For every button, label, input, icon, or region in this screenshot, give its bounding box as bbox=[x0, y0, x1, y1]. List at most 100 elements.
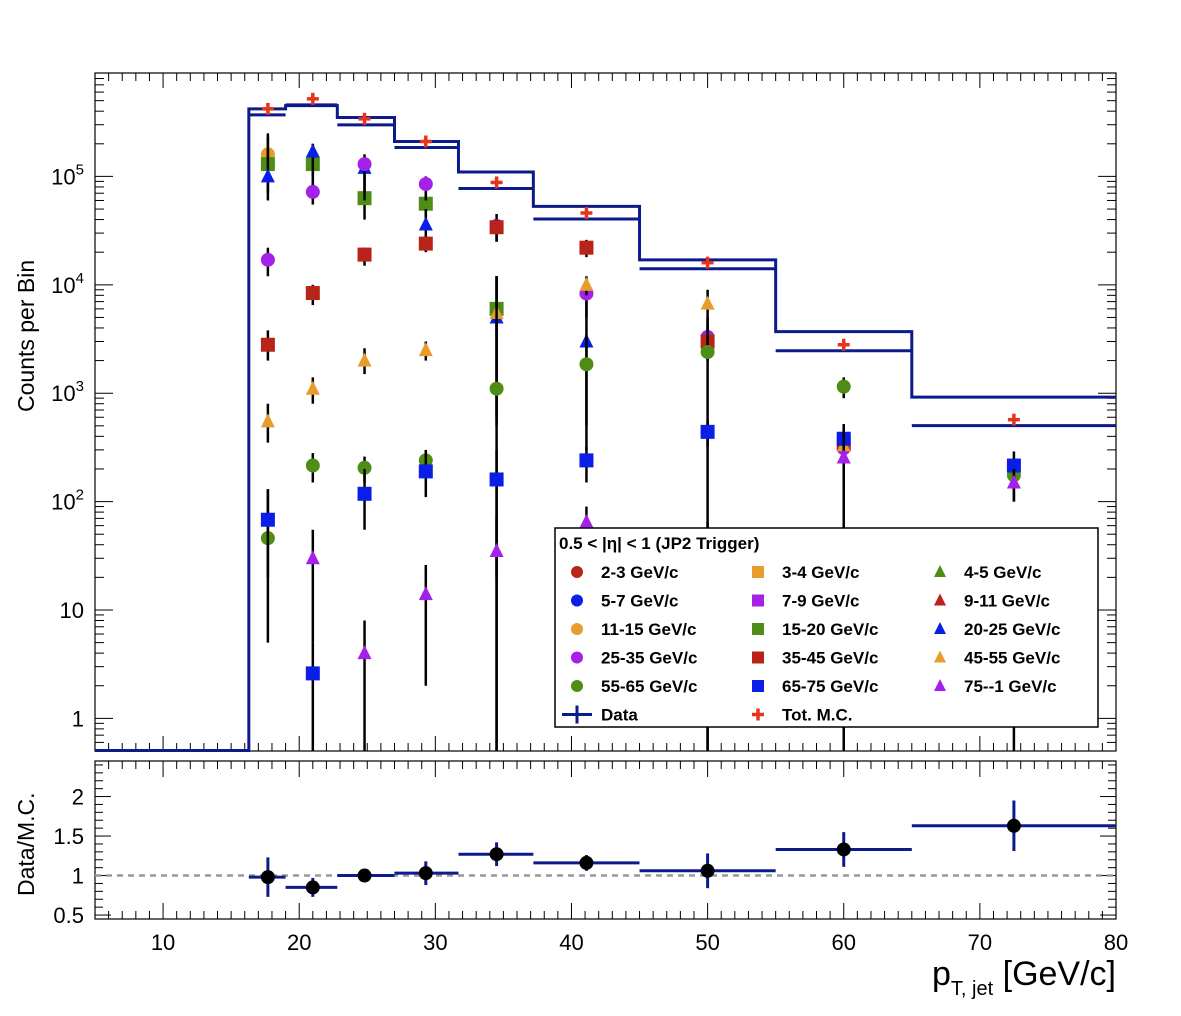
x-axis-title: pT, jet [GeV/c] bbox=[932, 955, 1116, 1000]
point-75-1-gev-c bbox=[579, 513, 594, 528]
legend-box bbox=[554, 527, 1099, 728]
point-20-25-gev-c bbox=[260, 168, 275, 183]
point-65-75-gev-c bbox=[260, 512, 275, 527]
legend-label-3-4-gev-c: 3-4 GeV/c bbox=[782, 563, 860, 582]
ratio-point bbox=[700, 863, 715, 878]
legend-entries: 2-3 GeV/c 3-4 GeV/c 4-5 GeV/c 5-7 GeV/c 7-9 … bbox=[562, 563, 1060, 725]
legend-marker-15-20-gev-c bbox=[752, 623, 764, 635]
ratio-point bbox=[1006, 818, 1021, 833]
ratio-point bbox=[357, 868, 372, 883]
point-25-35-gev-c bbox=[418, 177, 433, 192]
point-25-35-gev-c bbox=[357, 157, 372, 172]
legend-label-45-55-gev-c: 45-55 GeV/c bbox=[964, 649, 1060, 668]
x-tick-label: 40 bbox=[559, 930, 583, 955]
point-55-65-gev-c bbox=[305, 458, 320, 473]
legend-label-55-65-gev-c: 55-65 GeV/c bbox=[601, 677, 697, 696]
point-35-45-gev-c bbox=[305, 286, 320, 301]
point-65-75-gev-c bbox=[1006, 458, 1021, 473]
bottom-axis-ticks bbox=[95, 761, 1117, 919]
y-tick-label: 2 bbox=[72, 785, 84, 810]
legend-marker-5-7-gev-c bbox=[571, 594, 583, 607]
legend-label-4-5-gev-c: 4-5 GeV/c bbox=[964, 563, 1042, 582]
legend-label-data: Data bbox=[601, 706, 638, 725]
bottom-y-axis-title: Data/M.C. bbox=[13, 792, 39, 896]
point-45-55-gev-c bbox=[357, 352, 372, 367]
point-55-65-gev-c bbox=[357, 460, 372, 475]
legend-marker-75-1-gev-c bbox=[934, 679, 946, 691]
point-75-1-gev-c bbox=[1006, 474, 1021, 489]
point-25-35-gev-c bbox=[305, 184, 320, 199]
x-tick-label: 50 bbox=[695, 930, 719, 955]
legend-marker-9-11-gev-c bbox=[934, 593, 946, 606]
point-75-1-gev-c bbox=[489, 543, 504, 558]
x-tick-label: 10 bbox=[151, 930, 175, 955]
legend-marker-20-25-gev-c bbox=[934, 622, 946, 634]
ratio-points bbox=[248, 800, 1116, 897]
bottom-panel: 0.5 1 1.5 2 10 20 30 40 50 60 70 80 Data/M.C. pT, … bbox=[13, 760, 1128, 1000]
point-35-45-gev-c bbox=[260, 337, 275, 352]
legend-marker-35-45-gev-c bbox=[752, 651, 764, 664]
y-tick-label: 1 bbox=[72, 706, 84, 731]
legend-label-5-7-gev-c: 5-7 GeV/c bbox=[601, 592, 679, 611]
legend-title: 0.5 < |η| < 1 (JP2 Trigger) bbox=[559, 534, 759, 553]
y-tick-exponent: 5 bbox=[76, 161, 84, 178]
data-histogram-line bbox=[95, 104, 1116, 752]
point-25-35-gev-c bbox=[260, 252, 275, 267]
y-tick-label: 10 bbox=[60, 598, 84, 623]
legend-label-2-3-gev-c: 2-3 GeV/c bbox=[601, 563, 679, 582]
bottom-plot-frame bbox=[94, 760, 1117, 920]
point-35-45-gev-c bbox=[489, 220, 504, 235]
point-65-75-gev-c bbox=[357, 486, 372, 501]
point-55-65-gev-c bbox=[836, 379, 851, 394]
y-tick-exponent: 3 bbox=[76, 378, 84, 395]
top-plot-frame bbox=[94, 72, 1117, 752]
y-tick-exponent: 2 bbox=[76, 487, 84, 504]
point-35-45-gev-c bbox=[418, 236, 433, 251]
legend-marker-45-55-gev-c bbox=[934, 650, 946, 663]
legend-label-25-35-gev-c: 25-35 GeV/c bbox=[601, 649, 697, 668]
point-20-25-gev-c bbox=[305, 143, 320, 158]
point-65-75-gev-c bbox=[305, 666, 320, 681]
point-45-55-gev-c bbox=[305, 380, 320, 395]
legend-marker-7-9-gev-c bbox=[752, 594, 764, 607]
point-35-45-gev-c bbox=[579, 240, 594, 255]
point-65-75-gev-c bbox=[700, 424, 715, 439]
x-axis-title-units: [GeV/c] bbox=[993, 955, 1116, 993]
x-axis-title-subscript: T, jet bbox=[951, 978, 994, 1000]
x-tick-label: 80 bbox=[1104, 930, 1128, 955]
legend-marker-3-4-gev-c bbox=[752, 566, 764, 578]
point-20-25-gev-c bbox=[418, 216, 433, 231]
legend-label-15-20-gev-c: 15-20 GeV/c bbox=[782, 620, 878, 639]
legend-marker-65-75-gev-c bbox=[752, 680, 764, 692]
ratio-point bbox=[418, 866, 433, 881]
x-tick-label: 20 bbox=[287, 930, 311, 955]
top-y-axis-title: Counts per Bin bbox=[13, 260, 39, 412]
x-tick-label: 30 bbox=[423, 930, 447, 955]
legend-label-35-45-gev-c: 35-45 GeV/c bbox=[782, 649, 878, 668]
x-tick-label: 70 bbox=[968, 930, 992, 955]
ratio-point bbox=[305, 880, 320, 895]
point-45-55-gev-c bbox=[579, 276, 594, 291]
x-axis-title-main: p bbox=[932, 955, 951, 993]
ratio-point bbox=[260, 870, 275, 885]
legend-label-75-1-gev-c: 75--1 GeV/c bbox=[964, 677, 1057, 696]
mc-total-points bbox=[261, 92, 1020, 426]
point-75-1-gev-c bbox=[836, 449, 851, 464]
point-35-45-gev-c bbox=[357, 247, 372, 262]
point-75-1-gev-c bbox=[418, 586, 433, 601]
legend-label-65-75-gev-c: 65-75 GeV/c bbox=[782, 677, 878, 696]
point-65-75-gev-c bbox=[489, 472, 504, 487]
legend-marker-55-65-gev-c bbox=[571, 680, 583, 692]
ratio-point bbox=[836, 842, 851, 857]
legend-label-11-15-gev-c: 11-15 GeV/c bbox=[601, 620, 696, 639]
point-45-55-gev-c bbox=[418, 342, 433, 357]
ratio-point bbox=[489, 847, 504, 862]
point-75-1-gev-c bbox=[357, 645, 372, 660]
point-55-65-gev-c bbox=[700, 344, 715, 359]
legend-label-tot-m-c-: Tot. M.C. bbox=[782, 706, 853, 725]
y-tick-label: 1 bbox=[72, 864, 84, 889]
legend-label-20-25-gev-c: 20-25 GeV/c bbox=[964, 620, 1060, 639]
point-65-75-gev-c bbox=[579, 453, 594, 468]
legend-marker-2-3-gev-c bbox=[571, 566, 583, 578]
